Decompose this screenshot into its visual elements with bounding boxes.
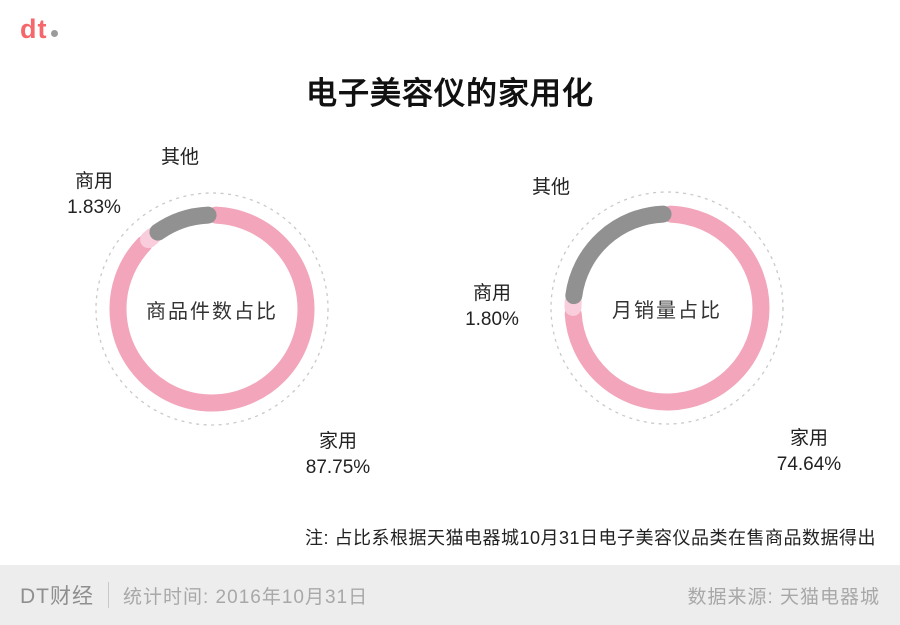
label-value: 1.80% [465, 308, 519, 330]
dashed-outline-circle [95, 192, 329, 426]
donut-chart-product-count: 商品件数占比 [82, 179, 342, 439]
donut-svg-right [550, 191, 784, 425]
label-text: 其他 [531, 177, 570, 198]
label-value: 1.83% [67, 196, 121, 218]
donut-segment-其他 [149, 206, 217, 241]
label-text: 其他 [160, 147, 199, 168]
label-text: 商用 [74, 171, 113, 192]
label-right-home: 家用 74.64% [763, 426, 855, 477]
donut-svg-left [95, 192, 329, 426]
donut-segment-家用 [109, 206, 315, 412]
label-text: 商用 [472, 283, 511, 304]
donut-center-label-left: 商品件数占比 [146, 300, 278, 323]
label-right-commercial: 商用 1.80% [452, 281, 532, 332]
dashed-outline-circle [550, 191, 784, 425]
donut-center-label-right: 月销量占比 [612, 299, 722, 322]
label-text: 家用 [789, 428, 828, 449]
label-value: 74.64% [776, 453, 842, 475]
label-left-commercial: 商用 1.83% [52, 169, 136, 220]
page-title: 电子美容仪的家用化 [306, 76, 594, 111]
label-left-other: 其他 [148, 145, 212, 171]
donut-chart-monthly-sales: 月销量占比 [537, 178, 797, 438]
label-left-home: 家用 87.75% [293, 429, 383, 480]
footer-data-source: 数据来源: 天猫电器城 [687, 586, 880, 608]
donut-segment-其他 [565, 205, 672, 305]
donut-segment-家用 [564, 205, 770, 411]
footer-bar: DT财经 统计时间: 2016年10月31日 数据来源: 天猫电器城 [0, 565, 900, 625]
footer-stat-time: 统计时间: 2016年10月31日 [123, 586, 369, 608]
footnote: 注: 占比系根据天猫电器城10月31日电子美容仪品类在售商品数据得出 [304, 528, 876, 548]
label-right-other: 其他 [518, 175, 584, 201]
dt-logo: dt [20, 14, 59, 45]
footer-brand: DT财经 [20, 585, 94, 608]
dt-logo-dot-icon [51, 30, 59, 37]
label-value: 87.75% [305, 456, 371, 478]
dt-logo-text: dt [20, 14, 48, 44]
label-text: 家用 [318, 431, 357, 452]
footer-divider [108, 582, 109, 608]
